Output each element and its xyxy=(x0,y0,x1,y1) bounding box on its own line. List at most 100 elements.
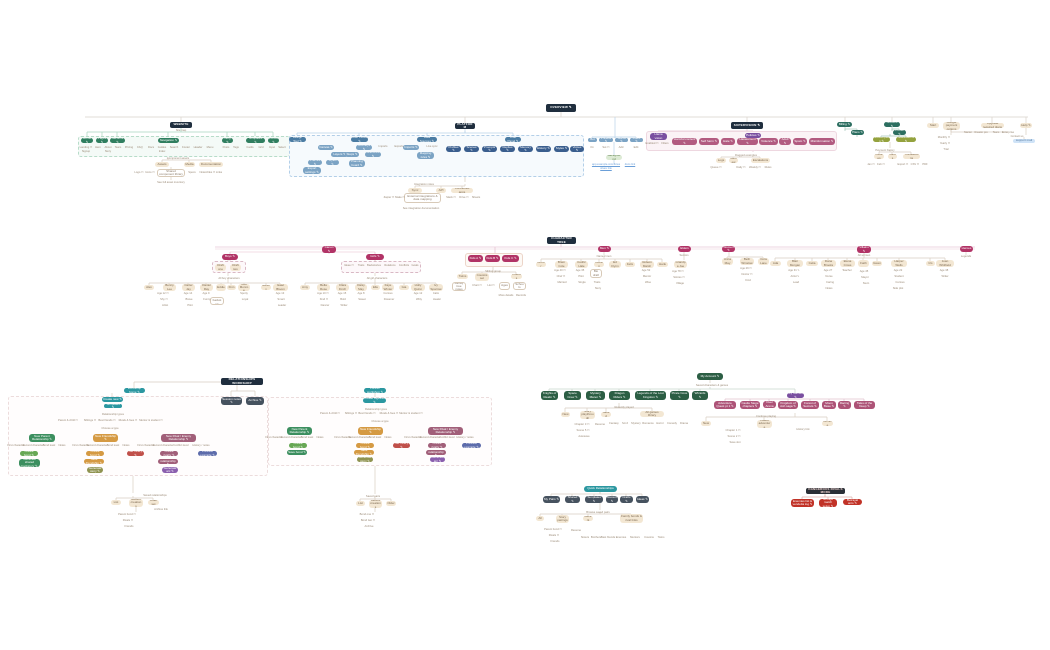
mindmap-node[interactable]: Canon ✎ xyxy=(322,246,336,253)
mindmap-topic-label[interactable]: See integration documentation xyxy=(402,207,440,210)
mindmap-topic-label[interactable]: Drive ☐ xyxy=(459,196,469,199)
mindmap-topic-label[interactable]: Grid xyxy=(258,146,264,149)
mindmap-node[interactable]: Navigation ✎ xyxy=(158,138,179,143)
mindmap-node[interactable]: New Rival / Enemy Relationship ✎ xyxy=(428,427,463,435)
mindmap-topic-label[interactable]: See full asset inventory xyxy=(157,181,185,184)
mindmap-topic-label[interactable]: Age 40 ☐ xyxy=(554,269,566,272)
mindmap-node[interactable]: Branches ✎ xyxy=(365,152,381,157)
mindmap-topic-label[interactable]: Sibling group xyxy=(485,270,501,273)
mindmap-node[interactable]: Policies ✎ xyxy=(745,133,761,138)
mindmap-node[interactable]: Latest adventure xyxy=(757,420,772,428)
mindmap-node[interactable]: Preview example ✎ xyxy=(462,443,481,448)
mindmap-node[interactable]: Violence ✎ xyxy=(759,138,778,145)
mindmap-node[interactable]: Help ✎ xyxy=(1020,123,1032,128)
mindmap-node[interactable]: Presets ✎ xyxy=(599,138,613,142)
mindmap-topic-label[interactable]: Nurse xyxy=(825,275,833,278)
mindmap-node[interactable]: Ed Flynn xyxy=(609,261,621,268)
mindmap-topic-label[interactable]: Zapier ☐ xyxy=(383,196,395,199)
mindmap-topic-label[interactable]: Age 9 xyxy=(202,292,210,295)
mindmap-node[interactable]: Upgrade required plans xyxy=(981,123,1004,128)
mindmap-node[interactable]: Harassment ✎ xyxy=(737,138,758,145)
mindmap-node[interactable]: Roles ✎ xyxy=(630,138,643,142)
mindmap-topic-label[interactable]: Sci-fi xyxy=(622,422,628,425)
mindmap-topic-label[interactable]: Site map xyxy=(175,129,187,132)
mindmap-topic-label[interactable]: Best friends ☐ xyxy=(98,419,116,422)
mindmap-node[interactable]: Blair Morgan xyxy=(787,260,803,267)
mindmap-topic-label[interactable]: Edit xyxy=(633,146,639,149)
mindmap-node[interactable]: Felix xyxy=(625,262,635,267)
mindmap-node[interactable]: Holly Quinn xyxy=(411,284,425,291)
mindmap-topic-label[interactable]: Chef ☐ xyxy=(556,275,566,278)
mindmap-node[interactable]: Bot xyxy=(588,138,597,142)
mindmap-node[interactable]: Enemies list & vendetta log ✎ xyxy=(791,499,814,507)
mindmap-topic-label[interactable]: Loyal xyxy=(241,298,249,301)
mindmap-topic-label[interactable]: Story xyxy=(594,287,602,290)
mindmap-node[interactable]: Layers ✎ xyxy=(331,152,348,157)
mindmap-topic-label[interactable]: Conflict level xyxy=(439,436,455,439)
mindmap-topic-label[interactable]: Imports xyxy=(378,145,388,148)
mindmap-node[interactable]: Recent creations xyxy=(129,499,143,507)
mindmap-topic-label[interactable]: Cousins xyxy=(644,536,654,539)
mindmap-topic-label[interactable]: Exports xyxy=(394,145,404,148)
mindmap-node[interactable]: Bella Rose xyxy=(317,284,330,291)
mindmap-node[interactable]: Clara Finch xyxy=(336,284,349,291)
mindmap-topic-label[interactable]: Relations xyxy=(384,264,396,267)
mindmap-topic-label[interactable]: Creator pro xyxy=(974,131,988,134)
mindmap-topic-label[interactable]: Saved characters & games xyxy=(695,384,729,387)
mindmap-node[interactable]: Platform xyxy=(455,123,475,129)
mindmap-node[interactable]: Shared ✎ xyxy=(565,496,580,503)
mindmap-topic-label[interactable]: Relationship types xyxy=(102,413,124,416)
mindmap-topic-label[interactable]: Age 12 ☐ xyxy=(157,292,169,295)
mindmap-topic-label[interactable]: FAQ xyxy=(137,146,143,149)
mindmap-node[interactable]: Llama vision xyxy=(650,133,667,140)
mindmap-topic-label[interactable]: Select xyxy=(278,146,286,149)
mindmap-node[interactable]: Google payment options xyxy=(943,122,960,130)
mindmap-topic-label[interactable]: First character xyxy=(334,436,352,439)
mindmap-topic-label[interactable]: Legends xyxy=(960,255,972,258)
mindmap-topic-label[interactable]: Student xyxy=(894,275,904,278)
mindmap-node[interactable]: Pirate Cove ✎ xyxy=(670,391,689,400)
mindmap-node[interactable]: Elders xyxy=(678,246,691,252)
mindmap-topic-label[interactable]: Village xyxy=(675,282,685,285)
mindmap-topic-label[interactable]: Horror xyxy=(656,422,664,425)
mindmap-node[interactable]: Harmful content ✎ xyxy=(672,138,697,145)
mindmap-node[interactable]: Connected apps xyxy=(451,188,473,193)
mindmap-node[interactable]: Villains ✎ xyxy=(857,246,871,253)
mindmap-node[interactable]: Space Crew ✎ xyxy=(564,391,581,400)
mindmap-topic-label[interactable]: Monthly ☐ xyxy=(937,136,951,139)
mindmap-topic-label[interactable]: Chart ☐ xyxy=(472,284,482,287)
mindmap-node[interactable]: Teams ✎ xyxy=(615,138,628,142)
mindmap-node[interactable]: Celia xyxy=(806,261,818,266)
mindmap-topic-label[interactable]: share link xyxy=(600,167,612,170)
mindmap-node[interactable]: Generate story ✎ xyxy=(357,457,373,462)
mindmap-topic-label[interactable]: Payment history xyxy=(875,149,895,152)
mindmap-node[interactable]: Draft one xyxy=(215,264,226,271)
mindmap-node[interactable]: Racing ✎ xyxy=(838,401,851,409)
mindmap-node[interactable]: Styles ✎ xyxy=(554,146,569,152)
mindmap-topic-label[interactable]: Feb ☐ xyxy=(877,163,885,166)
mindmap-topic-label[interactable]: Icons ☐ xyxy=(145,171,155,174)
mindmap-topic-label[interactable]: Age 10 ☐ xyxy=(317,292,329,295)
mindmap-topic-label[interactable]: Rivals & foes ☐ xyxy=(379,412,399,415)
mindmap-topic-label[interactable]: Index xyxy=(158,150,166,153)
mindmap-topic-label[interactable]: List ☐ xyxy=(487,284,495,287)
mindmap-topic-label[interactable]: Tags xyxy=(233,146,239,149)
mindmap-topic-label[interactable]: Backstories xyxy=(367,264,381,267)
mindmap-topic-label[interactable]: Siblings ☐ xyxy=(344,412,358,415)
mindmap-topic-label[interactable]: Curious xyxy=(383,292,393,295)
mindmap-topic-label[interactable]: Sweet xyxy=(358,298,366,301)
mindmap-node[interactable]: My Games ✎ xyxy=(787,393,804,398)
mindmap-node[interactable]: Finn xyxy=(227,285,236,290)
mindmap-node[interactable]: Kids A ✎ xyxy=(468,255,483,262)
mindmap-node[interactable]: Harper Wells xyxy=(891,260,907,267)
mindmap-node[interactable]: Scenes ✎ xyxy=(464,146,479,152)
mindmap-node[interactable]: Workshop home ✎ xyxy=(124,388,145,393)
mindmap-topic-label[interactable]: Scene 5 ☐ xyxy=(576,429,590,432)
mindmap-topic-label[interactable]: Export ☐ xyxy=(897,163,909,166)
mindmap-topic-label[interactable]: Rivals ☐ xyxy=(122,519,134,522)
mindmap-topic-label[interactable]: Second character xyxy=(348,436,370,439)
mindmap-topic-label[interactable]: Age 8 xyxy=(357,292,365,295)
mindmap-node[interactable]: Kids C ✎ xyxy=(502,255,519,262)
mindmap-node[interactable]: Prompts ✎ xyxy=(482,146,497,152)
mindmap-topic-label[interactable]: Stern xyxy=(862,282,870,285)
